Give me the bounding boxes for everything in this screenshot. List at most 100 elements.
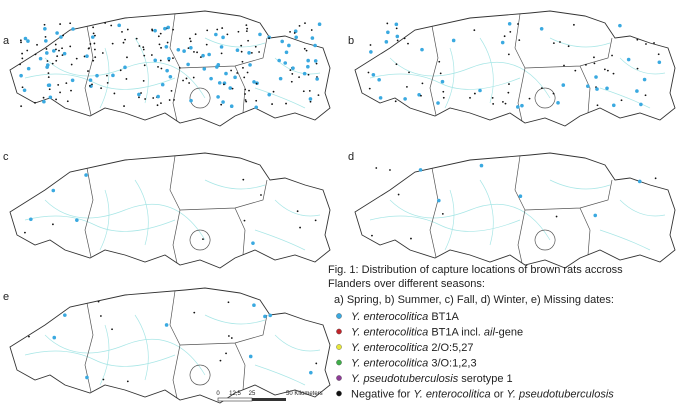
- capture-location: [92, 32, 95, 35]
- capture-location: [394, 22, 399, 27]
- capture-location: [277, 58, 281, 63]
- capture-location: [263, 314, 267, 319]
- capture-location: [242, 178, 245, 181]
- capture-location: [436, 101, 440, 105]
- capture-location: [244, 93, 246, 95]
- capture-location: [492, 103, 495, 105]
- capture-location: [221, 35, 225, 40]
- capture-location: [125, 78, 128, 80]
- capture-location: [507, 91, 510, 94]
- capture-location: [518, 39, 521, 41]
- capture-location: [285, 102, 287, 105]
- capture-location: [176, 47, 181, 52]
- capture-location: [168, 74, 173, 79]
- capture-location: [123, 65, 127, 70]
- capture-location: [189, 46, 193, 50]
- capture-location: [51, 188, 56, 193]
- legend-text: Y. enterocolitica: [351, 311, 428, 323]
- capture-location: [305, 49, 308, 52]
- capture-location: [100, 87, 103, 90]
- legend-entry: Y. enterocolitica BT1A: [351, 311, 460, 323]
- capture-location: [26, 39, 30, 43]
- capture-location: [230, 69, 233, 72]
- rivers: [24, 314, 321, 386]
- map-panel: [354, 10, 676, 127]
- capture-location: [26, 49, 29, 52]
- capture-location: [19, 39, 22, 42]
- capture-location: [307, 73, 310, 76]
- capture-location: [160, 67, 163, 70]
- capture-location: [102, 378, 105, 381]
- capture-location: [44, 35, 47, 38]
- panel-label: d: [348, 151, 354, 163]
- capture-location: [369, 44, 372, 46]
- capture-location: [126, 56, 128, 59]
- capture-location: [163, 26, 167, 31]
- province-borders: [84, 290, 268, 399]
- capture-location: [407, 42, 409, 45]
- capture-location: [267, 92, 272, 97]
- map-panel: [9, 10, 331, 127]
- capture-location: [294, 35, 298, 40]
- capture-location: [94, 34, 96, 37]
- capture-location: [421, 82, 424, 85]
- capture-location: [227, 335, 230, 337]
- capture-location: [469, 96, 471, 99]
- capture-location: [244, 88, 247, 91]
- capture-location: [231, 87, 234, 90]
- capture-location: [298, 24, 301, 27]
- capture-location: [235, 48, 240, 52]
- capture-location: [451, 38, 456, 43]
- rivers: [369, 179, 666, 251]
- capture-location: [502, 100, 504, 103]
- capture-location: [573, 23, 575, 26]
- capture-location: [280, 39, 284, 44]
- capture-location: [93, 42, 96, 45]
- map-panel: [9, 287, 331, 404]
- capture-location: [193, 311, 196, 314]
- capture-location: [142, 48, 145, 51]
- capture-location: [54, 43, 57, 46]
- capture-location: [517, 23, 519, 25]
- capture-location: [302, 90, 305, 93]
- capture-location: [202, 67, 207, 71]
- capture-location: [156, 94, 160, 99]
- capture-location: [251, 241, 255, 245]
- capture-location: [94, 56, 97, 59]
- capture-location: [389, 169, 391, 171]
- capture-location: [151, 28, 153, 31]
- capture-location: [594, 75, 598, 79]
- capture-location: [302, 71, 307, 76]
- caption-seasons: a) Spring, b) Summer, c) Fall, d) Winter…: [334, 294, 614, 306]
- scale-bar: 0 12,5 25 50 Kilometers: [216, 391, 323, 402]
- capture-location: [509, 30, 512, 33]
- capture-location: [556, 101, 560, 105]
- capture-location: [111, 328, 113, 331]
- capture-location: [22, 88, 27, 93]
- capture-location: [21, 52, 24, 55]
- scale-label: 12,5: [229, 391, 241, 397]
- capture-location: [491, 96, 494, 99]
- capture-location: [442, 90, 445, 93]
- capture-location: [375, 167, 378, 169]
- capture-location: [93, 48, 96, 51]
- capture-location: [219, 45, 224, 49]
- capture-location: [165, 68, 169, 73]
- map-panel: [354, 152, 676, 269]
- capture-location: [258, 51, 261, 53]
- capture-location: [287, 43, 291, 48]
- capture-location: [540, 87, 543, 90]
- capture-location: [205, 43, 208, 46]
- capture-location: [20, 105, 23, 108]
- capture-location: [561, 83, 566, 87]
- capture-location: [254, 45, 257, 48]
- capture-location: [284, 50, 289, 55]
- capture-location: [559, 41, 561, 43]
- capture-location: [618, 23, 622, 28]
- capture-location: [19, 63, 21, 66]
- legend-text: or: [494, 389, 504, 401]
- panel-label: b: [348, 35, 354, 47]
- legend-text: serotype 1: [461, 373, 512, 385]
- capture-location: [144, 98, 147, 100]
- capture-location: [59, 35, 63, 39]
